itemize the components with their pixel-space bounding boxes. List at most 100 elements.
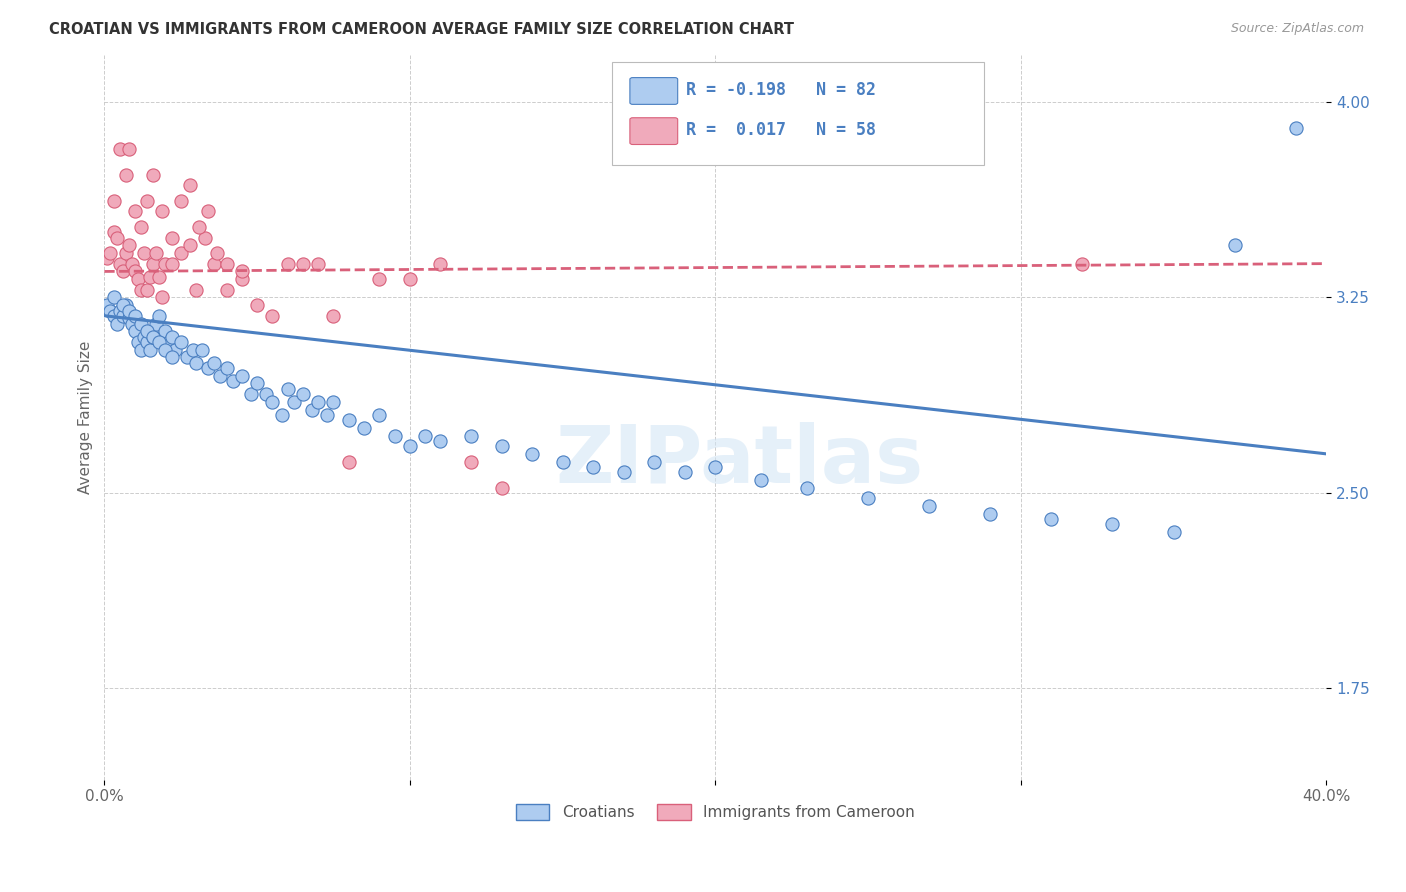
Point xyxy=(1285,121,1308,136)
Point xyxy=(124,324,146,338)
Point xyxy=(197,360,219,375)
Point xyxy=(105,317,128,331)
Y-axis label: Average Family Size: Average Family Size xyxy=(79,341,93,494)
Point xyxy=(160,329,183,343)
Point xyxy=(368,272,391,286)
Point xyxy=(121,257,143,271)
Point xyxy=(307,394,329,409)
Point xyxy=(139,343,162,357)
Point xyxy=(100,303,122,318)
Point xyxy=(307,257,329,271)
Point xyxy=(160,230,183,244)
Point xyxy=(176,351,198,365)
Point xyxy=(316,408,339,422)
Point xyxy=(108,303,131,318)
Point xyxy=(136,324,159,338)
Point xyxy=(118,142,141,156)
Point xyxy=(148,269,170,284)
Point xyxy=(118,311,141,326)
Point xyxy=(460,455,482,469)
Point xyxy=(114,298,136,312)
Point xyxy=(114,168,136,182)
Point xyxy=(231,368,253,383)
Point xyxy=(103,309,125,323)
Point xyxy=(108,257,131,271)
Point xyxy=(118,303,141,318)
Point xyxy=(384,428,406,442)
Point xyxy=(184,356,207,370)
Point xyxy=(155,324,177,338)
Point xyxy=(142,257,165,271)
Point xyxy=(337,455,360,469)
Legend: Croatians, Immigrants from Cameroon: Croatians, Immigrants from Cameroon xyxy=(510,797,921,826)
Point xyxy=(188,220,211,235)
Point xyxy=(103,194,125,208)
Point xyxy=(262,394,284,409)
Point xyxy=(157,334,180,349)
Point xyxy=(129,317,152,331)
Point xyxy=(491,439,513,453)
Point xyxy=(155,343,177,357)
Point xyxy=(179,178,201,193)
Point xyxy=(322,309,344,323)
Point xyxy=(979,507,1001,521)
Point xyxy=(191,343,214,357)
Point xyxy=(96,252,118,266)
Point xyxy=(179,238,201,252)
Text: Source: ZipAtlas.com: Source: ZipAtlas.com xyxy=(1230,22,1364,36)
Point xyxy=(142,329,165,343)
Point xyxy=(129,220,152,235)
Point xyxy=(413,428,436,442)
Point xyxy=(520,447,543,461)
Point xyxy=(132,246,155,260)
Point xyxy=(240,387,263,401)
Point xyxy=(337,413,360,427)
Point xyxy=(194,230,217,244)
Point xyxy=(399,439,422,453)
Point xyxy=(142,168,165,182)
Text: R =  0.017   N = 58: R = 0.017 N = 58 xyxy=(686,121,876,139)
Point xyxy=(118,238,141,252)
Point xyxy=(704,459,727,474)
Point xyxy=(129,283,152,297)
Point xyxy=(148,334,170,349)
Point xyxy=(103,291,125,305)
Point xyxy=(129,343,152,357)
Point xyxy=(262,309,284,323)
Point xyxy=(231,272,253,286)
Point xyxy=(460,428,482,442)
Text: R = -0.198   N = 82: R = -0.198 N = 82 xyxy=(686,81,876,99)
Point xyxy=(114,246,136,260)
Point xyxy=(231,264,253,278)
Point xyxy=(613,465,636,479)
Point xyxy=(163,343,186,357)
Point xyxy=(184,283,207,297)
Point xyxy=(124,264,146,278)
Point xyxy=(215,257,238,271)
Point xyxy=(96,298,118,312)
Point xyxy=(136,334,159,349)
Point xyxy=(1040,512,1063,526)
Point xyxy=(170,334,193,349)
Point xyxy=(291,387,314,401)
Point xyxy=(582,459,605,474)
Point xyxy=(108,142,131,156)
Point xyxy=(103,225,125,239)
Point xyxy=(124,309,146,323)
Point xyxy=(491,481,513,495)
Point xyxy=(796,481,818,495)
Point xyxy=(139,269,162,284)
Point xyxy=(246,298,269,312)
Point xyxy=(291,257,314,271)
Point xyxy=(1101,517,1123,532)
Point xyxy=(207,246,229,260)
Point xyxy=(270,408,292,422)
Point xyxy=(100,246,122,260)
Point xyxy=(749,473,772,487)
Point xyxy=(111,264,134,278)
Point xyxy=(856,491,879,505)
Point xyxy=(202,257,225,271)
Point xyxy=(197,204,219,219)
Point xyxy=(429,257,451,271)
Point xyxy=(121,317,143,331)
